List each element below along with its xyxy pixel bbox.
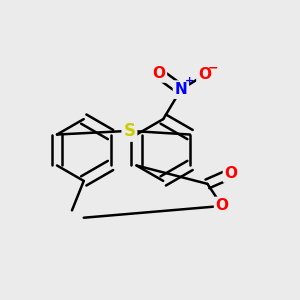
Text: −: − <box>208 61 219 74</box>
Text: O: O <box>152 66 165 81</box>
Text: S: S <box>123 122 135 140</box>
Text: O: O <box>198 68 211 82</box>
Text: O: O <box>224 166 238 181</box>
Text: +: + <box>184 76 194 86</box>
Text: O: O <box>216 198 229 213</box>
Text: N: N <box>175 82 187 97</box>
